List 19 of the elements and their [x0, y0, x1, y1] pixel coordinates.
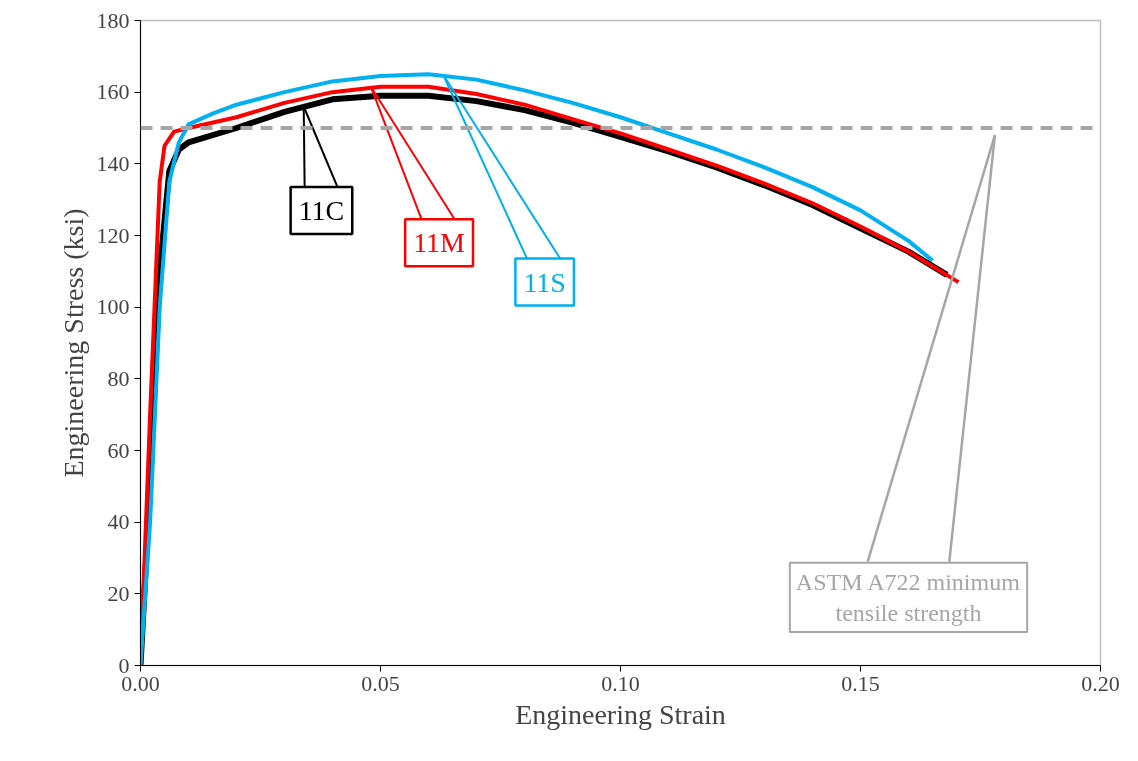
y-axis-title: Engineering Stress (ksi)	[57, 208, 89, 478]
y-tick-label: 20	[107, 580, 130, 606]
x-tick-label: 0.10	[601, 670, 640, 696]
y-tick-label: 40	[107, 509, 130, 535]
y-tick-label: 140	[96, 150, 130, 176]
annotation: 11S	[523, 266, 566, 298]
x-tick-label: 0.15	[841, 670, 880, 696]
annotation: 11M	[413, 227, 466, 259]
x-tick-label: 0.05	[361, 670, 400, 696]
x-axis-title: Engineering Strain	[515, 698, 726, 730]
x-tick-label: 0.20	[1081, 670, 1120, 696]
y-tick-label: 120	[96, 222, 130, 248]
ref-line-label: ASTM A722 minimum tensile strength	[795, 568, 1021, 627]
y-tick-label: 80	[107, 365, 130, 391]
y-tick-label: 160	[96, 79, 130, 105]
annotation: 11C	[298, 194, 345, 226]
y-tick-label: 100	[96, 294, 130, 320]
y-tick-label: 60	[107, 437, 130, 463]
y-tick-label: 180	[96, 7, 130, 33]
